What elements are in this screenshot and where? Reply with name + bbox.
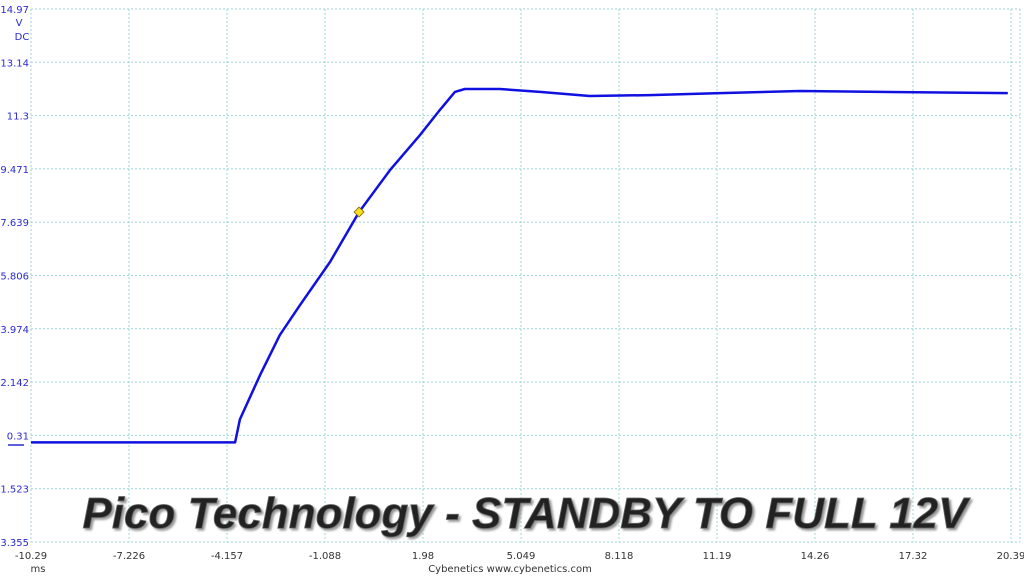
y-tick-label: 9.471 xyxy=(0,165,29,176)
y-coupling-label: DC xyxy=(15,32,30,43)
x-tick-label: -1.088 xyxy=(309,551,341,562)
x-axis: -10.29 -7.226 -4.157 -1.088 1.98 5.049 8.118 11… xyxy=(15,551,1024,562)
x-tick-label: 20.39 xyxy=(997,551,1024,562)
y-axis: 14.97 13.14 11.3 9.471 7.639 5.806 3.974 2.142 0… xyxy=(0,5,29,549)
x-tick-label: 17.32 xyxy=(899,551,928,562)
chart-title: Pico Technology - STANDBY TO FULL 12V xyxy=(82,489,971,538)
y-tick-label: 13.14 xyxy=(0,58,29,69)
x-tick-label: 11.19 xyxy=(703,551,732,562)
x-tick-label: 14.26 xyxy=(801,551,830,562)
y-tick-label: 5.806 xyxy=(0,272,29,283)
y-tick-label: -3.355 xyxy=(0,538,29,549)
x-tick-label: -7.226 xyxy=(113,551,145,562)
y-tick-label: 11.3 xyxy=(7,112,29,123)
x-tick-label: -10.29 xyxy=(15,551,47,562)
footer-credit: Cybenetics www.cybenetics.com xyxy=(428,564,592,575)
y-unit-label: V xyxy=(16,18,23,29)
y-tick-label: 3.974 xyxy=(0,325,29,336)
x-tick-label: 8.118 xyxy=(605,551,634,562)
y-tick-label: -1.523 xyxy=(0,485,29,496)
grid xyxy=(30,8,1021,543)
x-tick-label: 1.98 xyxy=(412,551,434,562)
series-line xyxy=(31,87,1008,444)
x-unit-label: ms xyxy=(31,564,46,575)
ruler-marker[interactable] xyxy=(353,206,365,218)
y-tick-label: 14.97 xyxy=(0,5,29,16)
y-tick-label: 2.142 xyxy=(0,378,29,389)
x-tick-label: -4.157 xyxy=(211,551,243,562)
y-tick-label: 0.31 xyxy=(7,431,29,442)
x-tick-label: 5.049 xyxy=(507,551,536,562)
y-tick-label: 7.639 xyxy=(0,218,29,229)
